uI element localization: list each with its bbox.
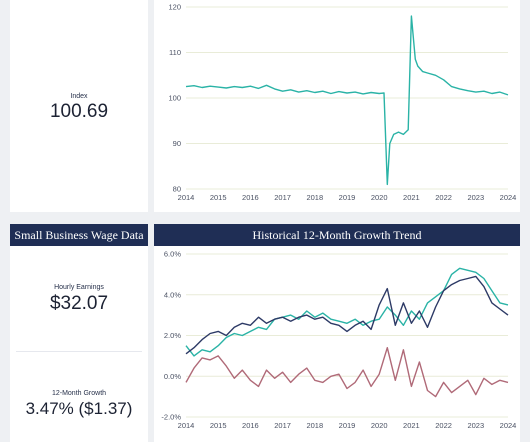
x-tick-label: 2021 (403, 421, 420, 430)
growth-chart: -2.0% 0.0% 2.0% 4.0% 6.0% 2014 2015 2016 2017 201… (161, 250, 517, 431)
x-tick-label: 2023 (467, 421, 484, 430)
index-card: Index 100.69 (10, 0, 148, 212)
growth-value: 3.47% ($1.37) (25, 399, 133, 418)
y-tick-label: 2.0% (164, 331, 181, 340)
x-tick-label: 2023 (467, 193, 484, 202)
y-tick-label: 100 (168, 94, 181, 103)
x-tick-label: 2016 (242, 193, 259, 202)
x-tick-label: 2016 (242, 421, 259, 430)
y-tick-label: 80 (173, 185, 181, 194)
series-line-3 (185, 346, 509, 398)
wage-card-title: Small Business Wage Data (10, 224, 148, 246)
x-tick-label: 2019 (339, 193, 356, 202)
growth-chart-title: Historical 12-Month Growth Trend (154, 224, 520, 246)
series-line-2 (185, 275, 509, 355)
y-tick-label: 0.0% (164, 372, 181, 381)
y-tick-label: 4.0% (164, 290, 181, 299)
x-tick-label: 2018 (306, 193, 323, 202)
x-tick-label: 2022 (435, 193, 452, 202)
series-line-1 (185, 15, 509, 186)
x-tick-label: 2014 (178, 193, 195, 202)
x-tick-label: 2024 (500, 193, 517, 202)
index-chart-card: 80 90 100 110 120 2014 2015 2016 2017 2018 2019 202… (154, 0, 520, 212)
hourly-earnings-value: $32.07 (49, 293, 109, 314)
x-tick-label: 2015 (210, 193, 227, 202)
series-line-1 (185, 267, 509, 357)
wage-card: Small Business Wage Data Hourly Earnings… (10, 224, 148, 442)
index-value: 100.69 (49, 101, 109, 122)
hourly-earnings-label: Hourly Earnings (54, 284, 104, 291)
growth-chart-card: Historical 12-Month Growth Trend -2.0% 0.… (154, 224, 520, 442)
x-tick-label: 2017 (274, 193, 291, 202)
x-tick-label: 2014 (178, 421, 195, 430)
x-tick-label: 2017 (274, 421, 291, 430)
x-tick-label: 2015 (210, 421, 227, 430)
y-tick-label: 110 (169, 48, 181, 57)
growth-label: 12-Month Growth (51, 390, 107, 397)
index-label: Index (70, 93, 88, 100)
y-tick-label: 6.0% (164, 250, 181, 259)
x-tick-label: 2020 (371, 193, 388, 202)
index-chart: 80 90 100 110 120 2014 2015 2016 2017 2018 2019 202… (168, 3, 517, 203)
x-tick-label: 2024 (500, 421, 517, 430)
x-tick-label: 2022 (435, 421, 452, 430)
x-tick-label: 2021 (403, 193, 420, 202)
y-tick-label: -2.0% (161, 413, 181, 422)
y-tick-label: 90 (173, 139, 181, 148)
y-tick-label: 120 (168, 3, 181, 12)
x-tick-label: 2018 (306, 421, 323, 430)
x-tick-label: 2020 (371, 421, 388, 430)
x-tick-label: 2019 (339, 421, 356, 430)
kpi-divider (16, 351, 142, 352)
